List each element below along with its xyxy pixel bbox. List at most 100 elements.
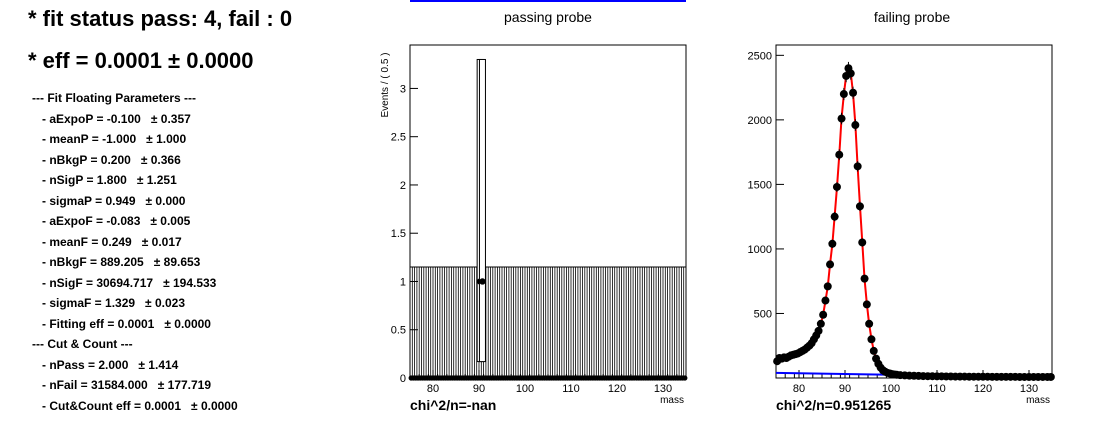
cc-param-label: - nPass = 2.000	[42, 357, 129, 372]
fit-param-error: ± 0.017	[141, 234, 182, 249]
failing-data-marker	[839, 90, 848, 99]
cc-param-row: - Cut&Count eff = 0.0001 ± 0.0000	[32, 396, 238, 417]
cc-param-row: - nFail = 31584.000 ± 177.719	[32, 375, 238, 396]
passing-data-points	[408, 58, 688, 381]
failing-x-tick-label: 130	[1020, 383, 1038, 395]
failing-data-marker	[832, 182, 841, 191]
failing-data-marker	[837, 114, 846, 123]
failing-data-marker	[862, 300, 871, 309]
fit-param-label: - nBkgP = 0.200	[42, 152, 131, 167]
fit-param-row: - aExpoF = -0.083 ± 0.005	[32, 211, 238, 232]
failing-data-marker	[853, 162, 862, 171]
failing-y-tick-label: 2000	[748, 115, 772, 127]
fit-param-row: - meanP = -1.000 ± 1.000	[32, 129, 238, 150]
fit-status-line: * fit status pass: 4, fail : 0	[28, 6, 293, 31]
fit-param-label: - Fitting eff = 0.0001	[42, 316, 155, 331]
failing-data-marker	[858, 238, 867, 247]
passing-probe-plot: passing probe Events / ( 0.5 ) 80 90 100 11…	[380, 9, 688, 413]
failing-data-marker	[821, 296, 830, 305]
failing-data-marker	[816, 319, 825, 328]
cc-param-error: ± 1.414	[138, 357, 179, 372]
failing-chi2-label: chi^2/n=0.951265	[776, 397, 891, 413]
fit-param-error: ± 89.653	[153, 255, 201, 269]
failing-y-tick-label: 1500	[748, 179, 772, 191]
failing-data-marker	[846, 69, 855, 78]
failing-data-marker	[865, 319, 874, 328]
cc-param-error: ± 0.0000	[191, 398, 238, 413]
failing-data-marker	[867, 335, 876, 344]
fit-param-error: ± 0.000	[145, 193, 186, 208]
failing-title: failing probe	[874, 9, 950, 25]
failing-x-tick-label: 120	[974, 383, 992, 395]
failing-data-points	[773, 61, 1055, 381]
failing-x-tick-label: 90	[839, 383, 851, 395]
fit-parameters-panel: --- Fit Floating Parameters --- - aExpoP…	[32, 88, 238, 416]
passing-y-tick-label: 0	[400, 373, 406, 385]
passing-chi2-label: chi^2/n=-nan	[410, 397, 496, 413]
passing-y-axis-label: Events / ( 0.5 )	[380, 52, 391, 117]
fit-param-row: - nSigF = 30694.717 ± 194.533	[32, 273, 238, 294]
failing-axes: 80 90 100 110 120 130 500 1000 1500 2000 2500	[748, 44, 1053, 395]
passing-x-tick-label: 110	[562, 383, 580, 395]
fit-param-error: ± 0.366	[140, 152, 181, 167]
failing-data-marker	[826, 260, 835, 269]
failing-data-marker	[835, 150, 844, 159]
failing-data-marker	[819, 310, 828, 319]
fit-param-error: ± 194.533	[163, 275, 217, 290]
fit-param-error: ± 1.000	[146, 132, 187, 146]
passing-y-tick-label: 1.5	[391, 228, 406, 240]
fit-param-row: - aExpoP = -0.100 ± 0.357	[32, 109, 238, 130]
fit-param-error: ± 1.251	[136, 173, 177, 187]
failing-x-tick-label: 80	[793, 383, 805, 395]
failing-data-marker	[849, 88, 858, 97]
fit-param-label: - nSigP = 1.800	[42, 173, 127, 187]
fit-param-error: ± 0.023	[145, 296, 185, 310]
passing-error-bar	[478, 58, 486, 363]
passing-x-axis-label: mass	[660, 395, 684, 406]
passing-y-tick-label: 0.5	[391, 325, 406, 337]
fit-params-header: --- Fit Floating Parameters ---	[32, 91, 197, 105]
fit-param-error: ± 0.357	[150, 111, 191, 126]
failing-data-marker	[869, 346, 878, 355]
cc-param-error: ± 177.719	[157, 378, 212, 392]
cc-param-row: - nPass = 2.000 ± 1.414	[32, 355, 238, 376]
failing-y-tick-label: 2500	[748, 50, 772, 62]
failing-data-marker	[860, 274, 869, 283]
failing-x-axis-label: mass	[1026, 395, 1050, 406]
fit-param-row: - Fitting eff = 0.0001 ± 0.0000	[32, 314, 238, 335]
passing-data-marker	[479, 278, 486, 285]
fit-param-label: - meanP = -1.000	[42, 132, 137, 146]
failing-data-marker	[851, 121, 860, 130]
fit-param-label: - nSigF = 30694.717	[42, 275, 154, 290]
passing-y-tick-label: 3	[400, 83, 406, 95]
cut-count-header: --- Cut & Count ---	[32, 337, 133, 351]
failing-probe-plot: failing probe 80 90 100 110 120 130 500 1000 150…	[748, 9, 1055, 413]
failing-x-tick-label: 110	[928, 383, 946, 395]
fit-param-row: - sigmaP = 0.949 ± 0.000	[32, 191, 238, 212]
failing-y-tick-label: 500	[754, 308, 772, 320]
failing-x-tick-label: 100	[882, 383, 900, 395]
failing-data-marker	[1046, 372, 1055, 381]
failing-data-marker	[814, 326, 823, 335]
passing-x-tick-label: 130	[654, 383, 672, 395]
efficiency-line: * eff = 0.0001 ± 0.0000	[28, 48, 254, 73]
failing-data-marker	[855, 202, 864, 211]
passing-x-tick-label: 100	[516, 383, 534, 395]
fit-param-label: - aExpoP = -0.100	[42, 111, 141, 126]
failing-data-marker	[823, 282, 832, 291]
fit-param-row: - sigmaF = 1.329 ± 0.023	[32, 293, 238, 314]
fit-param-label: - nBkgF = 889.205	[42, 255, 144, 269]
fit-param-row: - meanF = 0.249 ± 0.017	[32, 232, 238, 253]
fit-param-label: - sigmaF = 1.329	[42, 296, 136, 310]
fit-param-row: - nBkgP = 0.200 ± 0.366	[32, 150, 238, 171]
failing-data-marker	[828, 239, 837, 248]
passing-x-tick-label: 80	[427, 383, 439, 395]
passing-x-tick-label: 120	[608, 383, 626, 395]
fit-param-label: - aExpoF = -0.083	[42, 214, 141, 228]
cc-param-label: - nFail = 31584.000	[42, 378, 148, 392]
fit-param-label: - sigmaP = 0.949	[42, 193, 136, 208]
fit-param-error: ± 0.005	[150, 214, 191, 228]
fit-param-row: - nSigP = 1.800 ± 1.251	[32, 170, 238, 191]
failing-data-marker	[830, 212, 839, 221]
